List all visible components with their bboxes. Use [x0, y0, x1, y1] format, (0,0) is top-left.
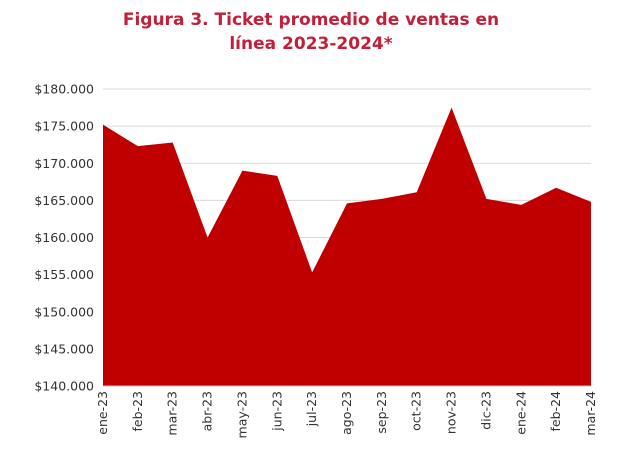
- y-tick-label: $170.000: [34, 156, 94, 171]
- x-tick-label: sep-23: [374, 391, 389, 434]
- x-tick-label: may-23: [234, 391, 249, 438]
- x-tick-label: dic-23: [478, 391, 493, 430]
- y-tick-label: $180.000: [34, 82, 94, 97]
- x-tick-label: nov-23: [444, 391, 459, 434]
- y-tick-label: $160.000: [34, 230, 94, 245]
- x-tick-label: ago-23: [339, 391, 354, 435]
- area-series: [103, 107, 591, 386]
- y-tick-label: $175.000: [34, 119, 94, 134]
- x-tick-label: ene-23: [95, 391, 110, 435]
- x-tick-label: feb-24: [548, 391, 563, 431]
- chart-title-line-2: línea 2023-2024*: [229, 34, 393, 54]
- y-tick-label: $155.000: [34, 267, 94, 282]
- chart-title: Figura 3. Ticket promedio de ventas en l…: [0, 8, 622, 56]
- chart-title-line-1: Figura 3. Ticket promedio de ventas en: [122, 10, 500, 30]
- y-tick-label: $140.000: [34, 379, 94, 394]
- x-tick-label: mar-24: [583, 391, 598, 436]
- x-tick-label: ene-24: [513, 391, 528, 435]
- x-tick-label: jul-23: [304, 391, 319, 427]
- x-tick-label: feb-23: [130, 391, 145, 431]
- x-tick-label: jun-23: [269, 391, 284, 432]
- x-tick-label: mar-23: [165, 391, 180, 436]
- y-tick-label: $150.000: [34, 304, 94, 319]
- y-tick-label: $165.000: [34, 193, 94, 208]
- x-tick-label: abr-23: [200, 391, 215, 431]
- y-tick-label: $145.000: [34, 341, 94, 356]
- x-tick-label: oct-23: [409, 391, 424, 431]
